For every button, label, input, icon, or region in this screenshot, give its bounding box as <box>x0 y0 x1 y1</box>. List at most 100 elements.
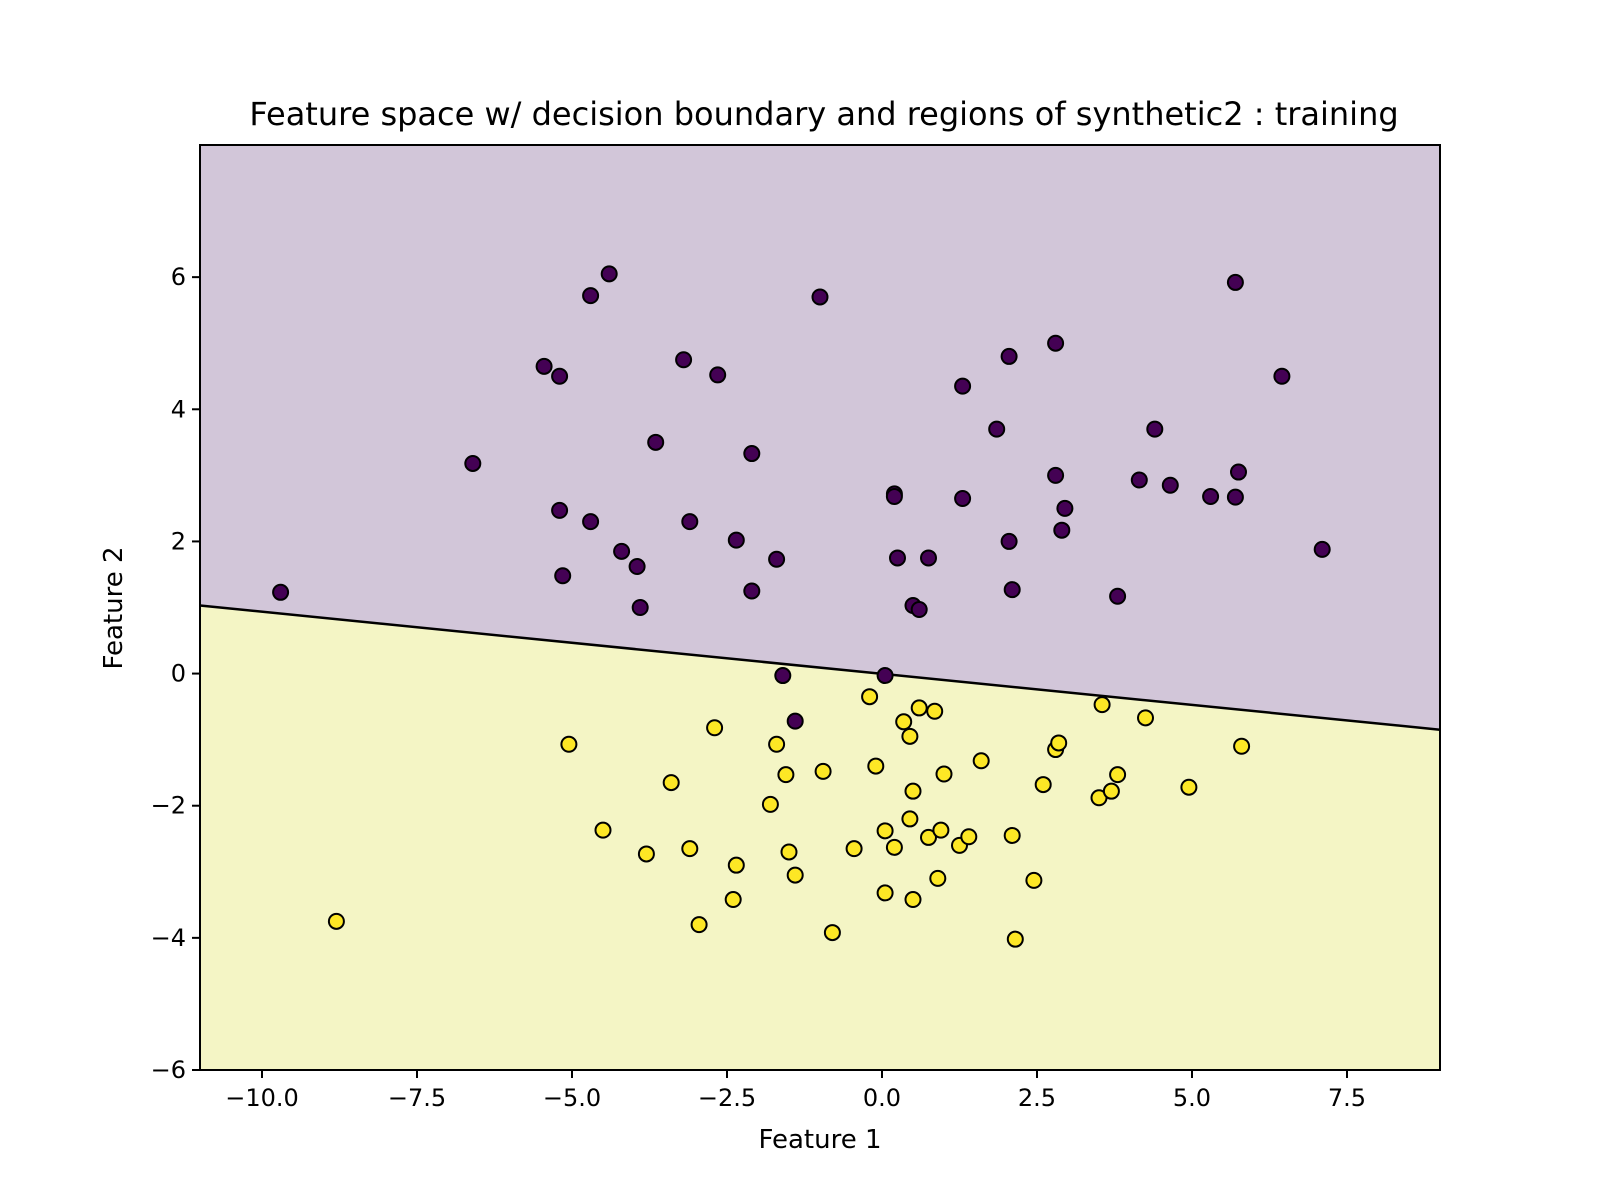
data-point-class-0 <box>1000 347 1018 365</box>
data-point-class-0 <box>1047 334 1065 352</box>
data-point-class-1 <box>1137 709 1154 727</box>
plot-frame <box>199 144 1441 1071</box>
data-point-class-0 <box>1000 532 1018 550</box>
x-tick-label: 7.5 <box>1328 1084 1366 1112</box>
data-point-class-0 <box>272 583 290 601</box>
data-point-class-1 <box>1233 737 1251 755</box>
data-point-class-0 <box>768 550 786 568</box>
data-point-class-0 <box>1202 488 1220 505</box>
x-tick-label: 0.0 <box>863 1084 901 1112</box>
data-point-class-1 <box>910 699 928 717</box>
data-point-class-1 <box>845 840 863 858</box>
data-point-class-1 <box>876 822 894 840</box>
y-tick-label: 2 <box>171 527 186 555</box>
data-point-class-0 <box>551 367 569 385</box>
data-point-class-1 <box>1025 871 1043 889</box>
data-point-class-1 <box>1006 930 1024 948</box>
data-point-class-0 <box>647 433 665 451</box>
data-point-class-1 <box>1180 778 1198 796</box>
y-tick-label: 6 <box>171 263 186 291</box>
data-point-class-1 <box>935 765 953 783</box>
data-point-class-1 <box>904 891 922 909</box>
data-point-class-1 <box>780 843 798 861</box>
data-point-class-0 <box>811 288 829 306</box>
y-axis-ticks: −6 −4 −2 0 2 4 6 <box>151 263 200 1084</box>
data-point-class-0 <box>876 667 894 685</box>
data-point-class-1 <box>972 752 990 770</box>
data-point-class-1 <box>929 869 947 887</box>
data-point-class-0 <box>613 542 631 560</box>
data-point-class-0 <box>551 501 569 519</box>
chart-title: Feature space w/ decision boundary and r… <box>249 95 1398 133</box>
data-point-class-0 <box>920 549 937 567</box>
data-point-class-0 <box>582 513 600 531</box>
data-point-class-0 <box>1109 587 1127 605</box>
data-point-class-1 <box>1102 782 1120 800</box>
x-axis-ticks: −10.0 −7.5 −5.0 −2.5 0.0 2.5 5.0 7.5 <box>225 1070 1366 1112</box>
data-point-class-0 <box>1230 463 1247 481</box>
data-point-class-1 <box>777 766 795 784</box>
data-point-class-0 <box>743 445 761 463</box>
data-point-class-1 <box>885 838 903 856</box>
data-point-class-0 <box>600 265 618 283</box>
data-point-class-1 <box>1093 696 1111 714</box>
region-class-1 <box>200 605 1440 1070</box>
x-tick-label: 2.5 <box>1018 1084 1056 1112</box>
data-point-class-1 <box>761 795 779 813</box>
x-tick-label: −7.5 <box>388 1084 446 1112</box>
data-point-class-0 <box>582 287 600 305</box>
y-tick-label: −4 <box>151 924 186 952</box>
data-point-class-1 <box>594 821 612 839</box>
data-point-class-1 <box>786 866 804 884</box>
data-point-class-0 <box>1146 420 1164 438</box>
data-point-class-0 <box>1047 466 1065 484</box>
x-tick-label: −2.5 <box>698 1084 756 1112</box>
data-point-class-0 <box>628 558 646 576</box>
data-point-class-0 <box>743 582 761 600</box>
region-class-0 <box>200 145 1440 730</box>
data-point-class-0 <box>774 667 792 685</box>
data-point-class-1 <box>724 891 742 909</box>
data-point-class-0 <box>1053 521 1071 539</box>
data-point-class-0 <box>681 513 699 531</box>
y-axis-label: Feature 2 <box>99 546 129 669</box>
data-points <box>272 265 1331 948</box>
data-point-class-1 <box>1003 826 1021 844</box>
data-point-class-0 <box>1313 540 1331 558</box>
data-point-class-0 <box>1056 499 1074 517</box>
data-point-class-1 <box>690 916 708 934</box>
data-point-class-0 <box>1273 367 1291 385</box>
data-point-class-1 <box>681 840 699 858</box>
y-tick-label: 0 <box>171 660 186 688</box>
data-point-class-0 <box>1161 476 1179 494</box>
data-point-class-0 <box>885 488 903 505</box>
data-point-class-0 <box>535 357 553 375</box>
data-point-class-1 <box>637 845 655 863</box>
data-point-class-0 <box>1003 581 1021 599</box>
data-point-class-0 <box>709 366 727 384</box>
x-tick-label: −10.0 <box>225 1084 299 1112</box>
data-point-class-1 <box>1034 776 1052 794</box>
data-point-class-1 <box>895 713 913 731</box>
data-point-class-0 <box>954 377 972 395</box>
data-point-class-1 <box>727 856 745 874</box>
data-point-class-1 <box>327 912 345 930</box>
data-point-class-1 <box>560 735 578 753</box>
data-point-class-1 <box>1109 766 1127 784</box>
data-point-class-0 <box>1226 273 1244 291</box>
y-tick-label: −6 <box>151 1056 186 1084</box>
data-point-class-1 <box>901 810 919 828</box>
data-point-class-0 <box>910 600 928 618</box>
data-point-class-0 <box>954 489 972 507</box>
data-point-class-0 <box>554 567 572 585</box>
x-tick-label: −5.0 <box>543 1084 601 1112</box>
data-point-class-0 <box>675 351 693 369</box>
y-tick-label: −2 <box>151 792 186 820</box>
data-point-class-0 <box>464 454 482 472</box>
data-point-class-1 <box>960 828 978 846</box>
data-point-class-1 <box>1050 734 1068 752</box>
data-point-class-0 <box>631 599 649 616</box>
data-point-class-0 <box>1226 488 1244 506</box>
x-tick-label: 5.0 <box>1173 1084 1211 1112</box>
